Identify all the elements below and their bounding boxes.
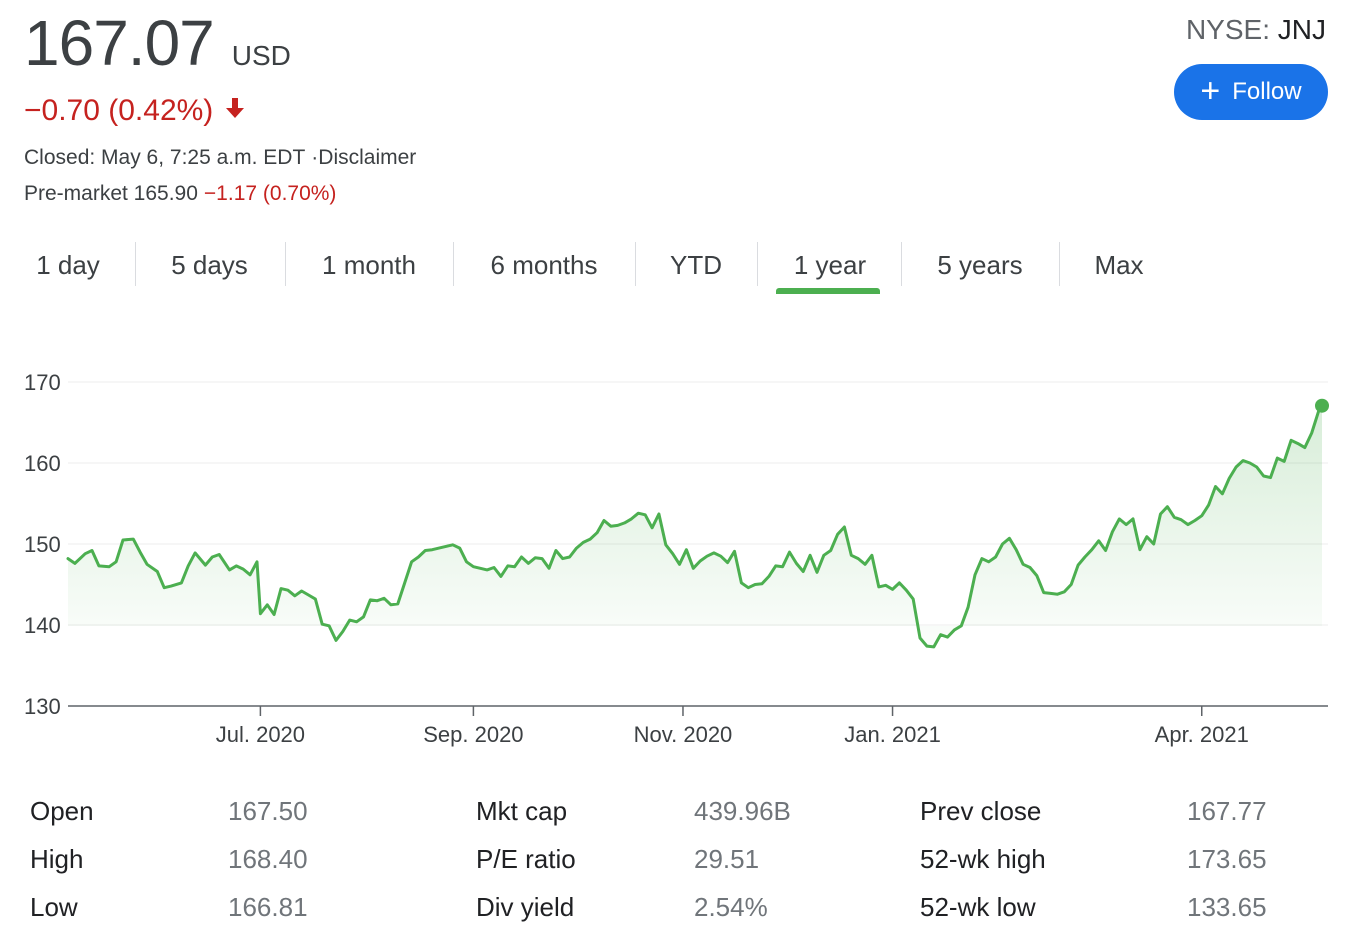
market-status: Closed: May 6, 7:25 a.m. EDT ·Disclaimer	[24, 146, 416, 170]
last-price-dot	[1315, 398, 1329, 413]
price-chart[interactable]: 170 160 150 140 130 Jul. 2020 Sep. 2020 Nov. 2…	[0, 330, 1348, 760]
active-tab-indicator	[776, 288, 880, 294]
tab-label: 1 year	[793, 249, 867, 280]
tab-separator	[135, 242, 136, 286]
premarket-quote: Pre-market 165.90 −1.17 (0.70%)	[24, 182, 336, 206]
stat-value: 167.50	[228, 796, 308, 826]
price-change: −0.70 (0.42%)	[24, 94, 247, 128]
tab-separator	[757, 242, 758, 286]
stat-label: Low	[30, 892, 78, 922]
currency-label: USD	[231, 40, 291, 71]
tab-label: 1 month	[322, 249, 416, 280]
x-tick-label: Apr. 2021	[1155, 722, 1249, 747]
price-change-value: −0.70 (0.42%)	[24, 94, 214, 127]
quote-header: 167.07 USD	[24, 6, 291, 80]
y-axis: 170 160 150 140 130	[24, 370, 61, 719]
follow-button[interactable]: + Follow	[1174, 64, 1328, 120]
tab-separator	[285, 242, 286, 286]
closed-time: Closed: May 6, 7:25 a.m. EDT	[24, 146, 306, 169]
premarket-change: −1.17 (0.70%)	[203, 182, 337, 205]
stat-value: 173.65	[1187, 844, 1267, 874]
range-tabs: 1 day 5 days 1 month 6 months YTD 1 year…	[0, 240, 1348, 296]
price-line	[66, 404, 1324, 649]
tab-6-months[interactable]: 6 months	[470, 240, 618, 290]
x-tick-label: Jan. 2021	[844, 722, 941, 747]
disclaimer-link[interactable]: ·Disclaimer	[311, 146, 417, 169]
tab-label: 5 days	[171, 249, 248, 280]
tab-separator	[901, 242, 902, 286]
y-tick-label: 170	[24, 370, 61, 395]
plus-icon: +	[1200, 71, 1221, 110]
stat-value: 168.40	[228, 844, 308, 874]
tab-1-month[interactable]: 1 month	[302, 240, 436, 290]
tab-label: YTD	[670, 249, 722, 280]
y-tick-label: 150	[24, 532, 61, 557]
stat-label: Prev close	[920, 796, 1042, 826]
tab-5-years[interactable]: 5 years	[918, 240, 1042, 290]
price-area-fill	[68, 405, 1322, 647]
y-tick-label: 160	[24, 451, 61, 476]
stat-value: 29.51	[694, 844, 760, 874]
y-tick-label: 140	[24, 613, 61, 638]
stat-value: 167.77	[1187, 796, 1267, 826]
stat-label: Mkt cap	[476, 796, 568, 826]
exchange-name: NYSE:	[1185, 14, 1278, 45]
arrow-down-icon	[223, 94, 247, 128]
tab-1-day[interactable]: 1 day	[18, 240, 118, 290]
follow-label: Follow	[1232, 78, 1302, 105]
tab-label: 1 day	[36, 249, 100, 280]
x-axis: Jul. 2020 Sep. 2020 Nov. 2020 Jan. 2021 Apr.…	[216, 706, 1249, 747]
tab-label: 5 years	[937, 249, 1023, 280]
ticker-label: NYSE: JNJ	[1186, 14, 1326, 46]
y-tick-label: 130	[24, 694, 61, 719]
stat-value: 439.96B	[694, 796, 791, 826]
tab-separator	[635, 242, 636, 286]
x-tick-label: Nov. 2020	[634, 722, 733, 747]
ticker-symbol: JNJ	[1277, 14, 1326, 45]
stat-label: Div yield	[476, 892, 575, 922]
stat-value: 2.54%	[694, 892, 768, 922]
premarket-price: Pre-market 165.90	[24, 182, 198, 205]
x-tick-label: Jul. 2020	[216, 722, 305, 747]
tab-label: 6 months	[490, 249, 598, 280]
stat-label: Open	[30, 796, 94, 826]
tab-5-days[interactable]: 5 days	[152, 240, 267, 290]
stat-label: P/E ratio	[476, 844, 576, 874]
tab-separator	[453, 242, 454, 286]
stat-label: 52-wk high	[920, 844, 1046, 874]
tab-separator	[1059, 242, 1060, 286]
stat-value: 133.65	[1187, 892, 1267, 922]
tab-label: Max	[1094, 249, 1144, 280]
x-tick-label: Sep. 2020	[423, 722, 523, 747]
tab-1-year[interactable]: 1 year	[776, 240, 880, 294]
stat-value: 166.81	[228, 892, 308, 922]
stat-label: High	[30, 844, 84, 874]
stat-label: 52-wk low	[920, 892, 1036, 922]
tab-ytd[interactable]: YTD	[652, 240, 740, 290]
tab-max[interactable]: Max	[1076, 240, 1162, 290]
current-price: 167.07	[24, 7, 215, 79]
